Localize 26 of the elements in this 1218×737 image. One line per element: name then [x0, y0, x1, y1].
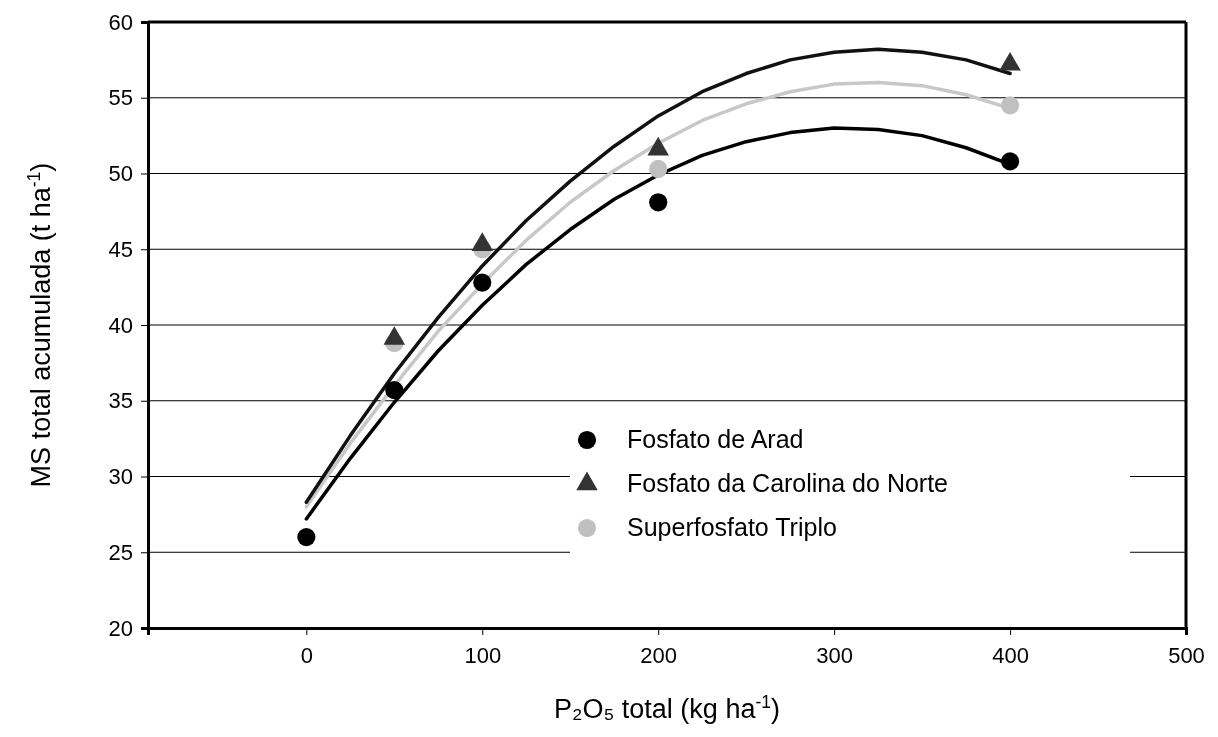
x-tick-label: 0 [300, 642, 313, 668]
x-tick-label: 100 [464, 642, 502, 668]
x-tick-label: 400 [992, 642, 1029, 668]
point [1000, 96, 1020, 115]
legend-label: Superfosfato Triplo [627, 513, 837, 541]
x-tick-label: 200 [640, 642, 678, 668]
y-tick-label: 50 [108, 161, 133, 187]
y-tick-label: 55 [108, 85, 133, 111]
point [649, 193, 668, 212]
x-tick-label: 300 [816, 642, 853, 668]
y-tick-label: 40 [108, 312, 133, 338]
point [649, 159, 668, 179]
y-tick-label: 30 [108, 464, 133, 490]
y-tick-label: 25 [108, 539, 133, 565]
point [1000, 152, 1020, 171]
y-tick-label: 45 [108, 236, 133, 262]
point [473, 273, 492, 292]
legend-label: Fosfato da Carolina do Norte [627, 469, 949, 497]
point [297, 528, 316, 547]
x-tick-label: 500 [1168, 642, 1205, 668]
point [385, 381, 404, 400]
x-axis-title: P₂O₅ total (kg ha$^{-1}$) [553, 692, 781, 724]
y-tick-label: 20 [108, 615, 133, 641]
y-tick-label: 60 [108, 9, 133, 35]
legend-label: Fosfato de Arad [627, 425, 804, 453]
y-tick-label: 35 [108, 388, 133, 414]
